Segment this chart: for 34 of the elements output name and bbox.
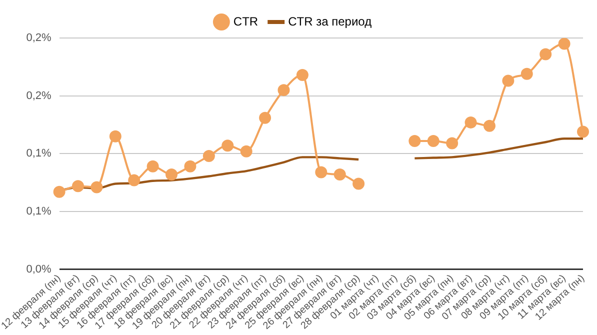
point xyxy=(240,145,252,158)
point xyxy=(128,174,140,186)
y-tick-label: 0,2% xyxy=(26,90,52,102)
legend-label: CTR xyxy=(233,14,258,28)
point xyxy=(446,137,458,150)
point xyxy=(146,160,159,172)
point xyxy=(483,120,496,132)
point xyxy=(278,84,290,96)
point xyxy=(202,150,215,162)
point xyxy=(184,160,196,172)
y-tick-label: 0,0% xyxy=(26,263,52,276)
point xyxy=(109,130,122,142)
point xyxy=(53,186,66,198)
point xyxy=(334,168,346,181)
point xyxy=(90,181,103,194)
point xyxy=(296,69,308,82)
legend-label: CTR за период xyxy=(288,14,372,28)
point xyxy=(520,68,533,80)
point xyxy=(464,116,477,128)
point xyxy=(502,74,514,87)
y-tick-label: 0,1% xyxy=(26,148,52,160)
point xyxy=(352,178,365,190)
point xyxy=(259,112,272,124)
point xyxy=(72,180,84,192)
point xyxy=(408,134,421,147)
point xyxy=(315,166,328,178)
point xyxy=(540,48,552,60)
y-tick-label: 0,2% xyxy=(26,32,52,44)
point xyxy=(222,140,234,152)
y-tick-label: 0,1% xyxy=(26,206,52,218)
point xyxy=(166,168,178,181)
point xyxy=(558,38,570,50)
point xyxy=(577,126,589,138)
point xyxy=(427,134,440,147)
